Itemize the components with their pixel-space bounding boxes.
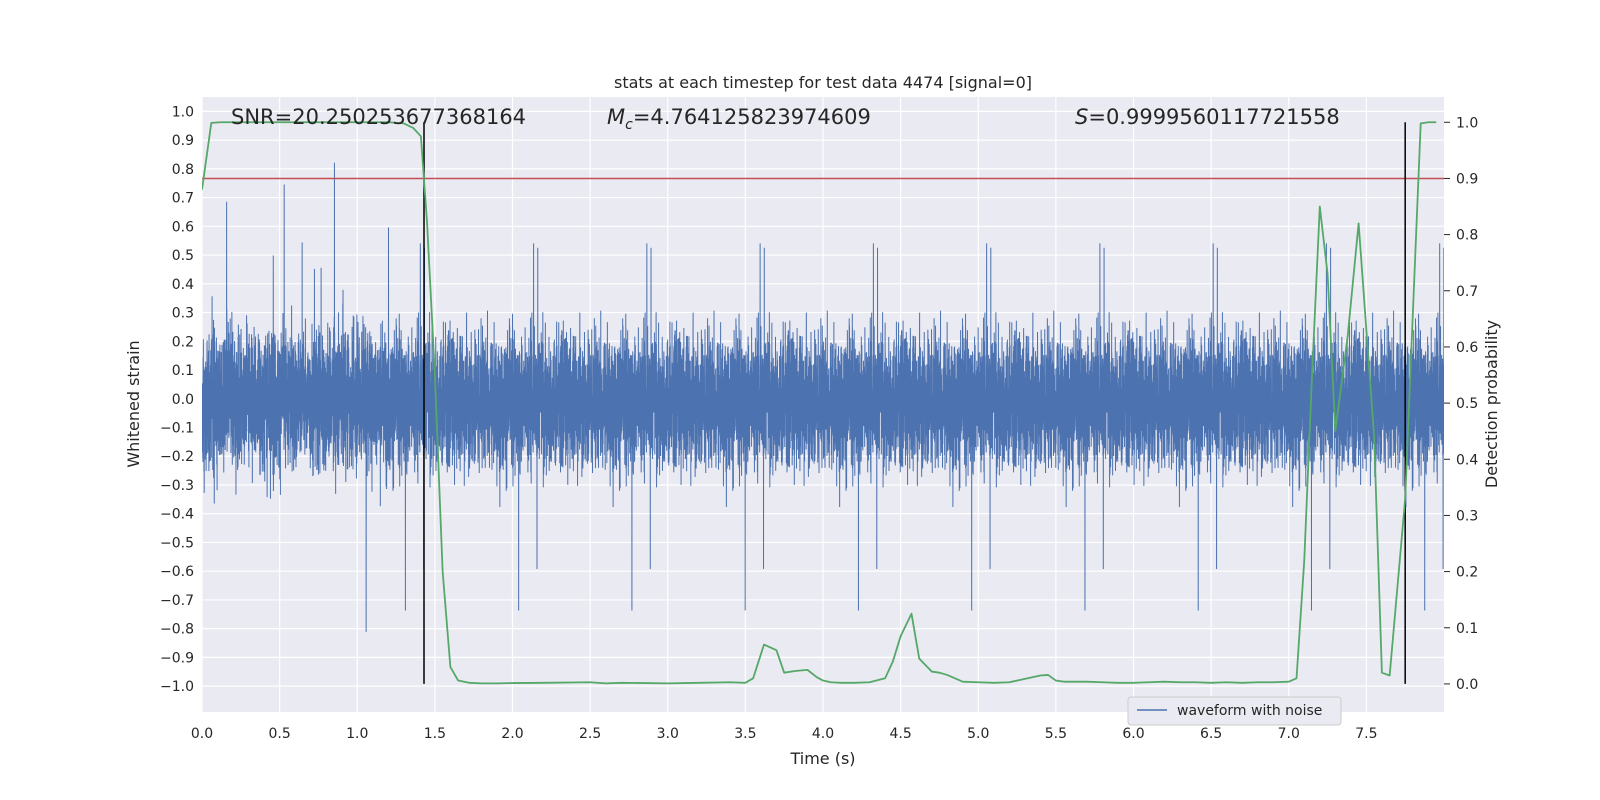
waveform-line	[202, 162, 1444, 632]
waveform-series	[202, 162, 1444, 632]
y-tick-label: −0.1	[160, 420, 194, 436]
x-tick-label: 6.5	[1200, 726, 1222, 742]
x-tick-label: 0.5	[268, 726, 290, 742]
y2-tick-label: 0.7	[1456, 284, 1478, 300]
x-tick-label: 4.5	[889, 726, 911, 742]
legend-box	[1127, 696, 1342, 726]
detection-overlay	[202, 121, 1444, 685]
y-tick-label: −1.0	[160, 679, 194, 695]
y-tick-label: −0.9	[160, 650, 194, 666]
y-tick-label: −0.4	[160, 507, 194, 523]
chirp-mass-value: =4.764125823974609	[633, 105, 871, 129]
y2-tick-label: 0.3	[1456, 508, 1478, 524]
x-tick-label: 1.5	[424, 726, 446, 742]
x-tick-label: 5.5	[1045, 726, 1067, 742]
y-axis-label: Whitened strain	[124, 340, 143, 467]
legend-label: waveform with noise	[1177, 703, 1322, 719]
x-tick-label: 2.0	[501, 726, 523, 742]
x-tick-label: 1.0	[346, 726, 368, 742]
chirp-mass-subscript: c	[625, 117, 633, 133]
y-tick-label: −0.6	[160, 564, 194, 580]
detection-probability-line	[202, 121, 1437, 685]
y2-tick-label: 0.4	[1456, 452, 1478, 468]
y2-tick-label: 0.0	[1456, 677, 1478, 693]
score-value: =0.9999560117721558	[1088, 105, 1339, 129]
y-tick-label: 0.6	[172, 219, 194, 235]
y-tick-label: 0.7	[172, 191, 194, 207]
score-annotation: S=0.9999560117721558	[1075, 105, 1340, 129]
y-tick-label: 0.0	[172, 392, 194, 408]
y-tick-label: −0.2	[160, 449, 194, 465]
y-tick-label: 0.2	[172, 334, 194, 350]
y2-tick-label: 0.1	[1456, 621, 1478, 637]
x-tick-label: 3.5	[734, 726, 756, 742]
chirp-mass-annotation: Mc=4.764125823974609	[607, 105, 871, 133]
y2-tick-label: 0.5	[1456, 396, 1478, 412]
chirp-mass-symbol: M	[607, 105, 625, 129]
y-tick-label: −0.3	[160, 478, 194, 494]
y-tick-label: 0.4	[172, 277, 194, 293]
y-tick-label: −0.8	[160, 622, 194, 638]
y2-tick-label: 1.0	[1456, 115, 1478, 131]
y-tick-label: 0.3	[172, 306, 194, 322]
y2-tick-label: 0.6	[1456, 340, 1478, 356]
x-tick-label: 6.0	[1122, 726, 1144, 742]
y-tick-label: −0.7	[160, 593, 194, 609]
x-tick-label: 5.0	[967, 726, 989, 742]
y-tick-label: 0.1	[172, 363, 194, 379]
x-tick-label: 7.0	[1278, 726, 1300, 742]
legend: waveform with noise	[1127, 696, 1342, 726]
y-axis-ticks: 1.0 0.9 0.8 0.7 0.6 0.5 0.4 0.3 0.2 0.1 0.0 −0.1 −0.…	[160, 104, 194, 695]
y2-axis-ticks: 1.0 0.9 0.8 0.7 0.6 0.5 0.4 0.3 0.2 0.1 0.0	[1444, 115, 1478, 693]
x-tick-label: 2.5	[579, 726, 601, 742]
x-axis-ticks: 0.0 0.5 1.0 1.5 2.0 2.5 3.0 3.5 4.0 4.5 5.0 5.5 6.0 6…	[191, 726, 1378, 742]
x-axis-label: Time (s)	[789, 749, 855, 768]
x-tick-label: 4.0	[812, 726, 834, 742]
y2-tick-label: 0.8	[1456, 228, 1478, 244]
snr-annotation: SNR=20.250253677368164	[231, 105, 526, 129]
y-tick-label: 1.0	[172, 104, 194, 120]
y-tick-label: 0.9	[172, 133, 194, 149]
chart-title: stats at each timestep for test data 447…	[614, 73, 1032, 92]
x-tick-label: 0.0	[191, 726, 213, 742]
x-tick-label: 7.5	[1355, 726, 1377, 742]
y2-axis-label: Detection probability	[1482, 320, 1501, 488]
y2-tick-label: 0.9	[1456, 171, 1478, 187]
score-symbol: S	[1075, 105, 1088, 129]
y2-tick-label: 0.2	[1456, 565, 1478, 581]
y-tick-label: 0.5	[172, 248, 194, 264]
y-tick-label: −0.5	[160, 535, 194, 551]
y-tick-label: 0.8	[172, 162, 194, 178]
x-tick-label: 3.0	[657, 726, 679, 742]
